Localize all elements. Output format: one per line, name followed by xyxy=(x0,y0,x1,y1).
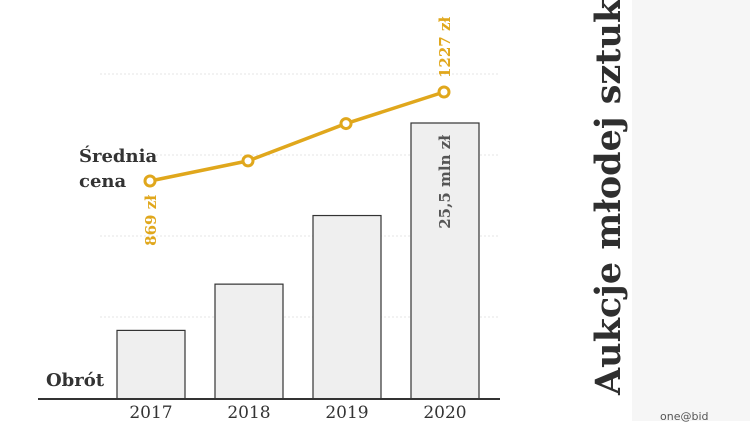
data-label-turnover-2020: 25,5 mln zł xyxy=(436,135,454,229)
line-path xyxy=(149,90,445,183)
x-tick-2017: 2017 xyxy=(129,403,172,421)
side-panel xyxy=(632,0,750,421)
line-point-2019 xyxy=(339,117,353,131)
side-title: Aukcje młodej sztuki xyxy=(588,0,629,395)
x-tick-2018: 2018 xyxy=(227,403,270,421)
chart: 2017 2018 2019 2020 869 zł 1227 zł 25,5 mln z… xyxy=(38,17,500,421)
x-tick-2020: 2020 xyxy=(423,403,466,421)
line-series-label-line: Średnia xyxy=(79,144,157,167)
bar-2018 xyxy=(214,283,284,400)
data-label-avg-2017: 869 zł xyxy=(142,195,160,246)
bar-2019 xyxy=(312,214,382,400)
bars xyxy=(116,122,480,400)
bar-2020 xyxy=(410,122,480,400)
line-series-label: Średnia cena xyxy=(79,144,157,192)
line-series-label-line: cena xyxy=(79,171,126,192)
bar-series-label: Obrót xyxy=(46,370,105,391)
brand-logo-text: one@bid xyxy=(660,410,709,423)
x-tick-labels: 2017 2018 2019 2020 xyxy=(129,403,466,421)
x-tick-2019: 2019 xyxy=(325,403,368,421)
data-labels: 869 zł 1227 zł 25,5 mln zł xyxy=(142,17,454,246)
line-point-2018 xyxy=(241,154,255,168)
data-label-avg-2020: 1227 zł xyxy=(436,17,454,78)
line-point-2017 xyxy=(143,174,157,188)
bar-2017 xyxy=(116,329,186,400)
line-series xyxy=(143,85,451,188)
line-point-2020 xyxy=(437,85,451,99)
